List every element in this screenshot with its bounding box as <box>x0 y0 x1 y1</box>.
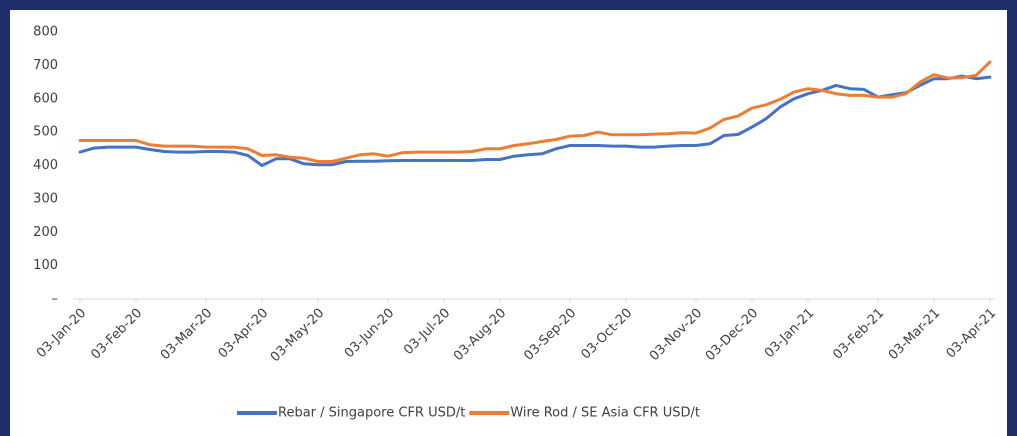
y-tick-label: – <box>52 292 59 307</box>
series-line <box>78 74 992 167</box>
series-line <box>78 60 992 163</box>
y-tick-label: 600 <box>33 91 58 106</box>
y-tick-label: 200 <box>33 225 58 240</box>
y-tick-label: 500 <box>33 125 58 140</box>
y-tick-label: 300 <box>33 191 58 206</box>
legend-label: Wire Rod / SE Asia CFR USD/t <box>510 406 700 421</box>
plot-panel <box>10 10 1007 436</box>
legend-label: Rebar / Singapore CFR USD/t <box>278 406 465 421</box>
y-tick-label: 800 <box>33 25 58 40</box>
y-tick-label: 100 <box>33 258 58 273</box>
y-tick-label: 700 <box>33 58 58 73</box>
y-tick-label: 400 <box>33 158 58 173</box>
